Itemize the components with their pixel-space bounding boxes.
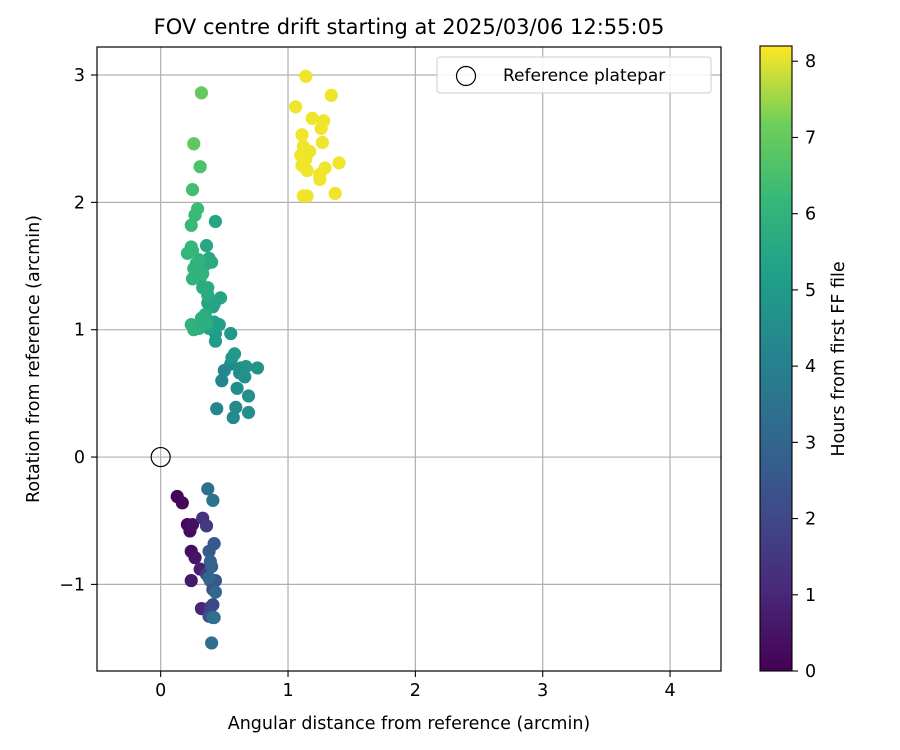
data-point — [187, 261, 201, 276]
y-tick-label: 1 — [74, 321, 85, 341]
data-point — [201, 482, 215, 496]
data-point — [199, 519, 214, 533]
data-point — [185, 183, 200, 197]
data-point — [210, 402, 224, 416]
data-point — [185, 517, 200, 532]
colorbar-label: Hours from first FF file — [829, 261, 849, 456]
colorbar-tick-label: 5 — [805, 281, 816, 301]
data-point — [238, 370, 252, 384]
data-point — [187, 323, 201, 337]
y-tick-label: −1 — [59, 575, 85, 595]
data-point — [314, 121, 328, 136]
data-point — [241, 405, 256, 420]
data-point — [206, 598, 220, 612]
data-point — [208, 214, 223, 229]
data-point — [193, 160, 207, 174]
data-point — [315, 135, 330, 150]
data-point — [305, 111, 319, 125]
data-point — [332, 156, 346, 170]
data-point — [199, 239, 214, 253]
data-point — [205, 559, 219, 574]
data-point — [187, 137, 201, 151]
data-point — [230, 381, 244, 395]
data-point — [229, 400, 243, 414]
x-tick-label: 3 — [537, 681, 548, 701]
x-axis-label: Angular distance from reference (arcmin) — [228, 714, 591, 734]
data-point — [191, 202, 205, 216]
data-point — [250, 361, 265, 375]
colorbar-tick-label: 4 — [805, 357, 816, 377]
data-point — [328, 186, 342, 201]
data-point — [205, 255, 219, 269]
data-point — [185, 272, 200, 286]
legend-marker — [455, 65, 477, 87]
reference-platepar-marker — [150, 446, 171, 468]
legend-box — [436, 56, 712, 94]
colorbar-tick-label: 3 — [805, 433, 816, 453]
data-point — [205, 636, 219, 650]
y-tick-label: 2 — [74, 193, 85, 213]
legend-label: Reference platepar — [503, 66, 665, 86]
data-point — [194, 86, 209, 100]
colorbar-tick-label: 8 — [805, 52, 816, 72]
colorbar: 0 1 2 3 4 5 6 7 8 Hours from first FF file — [759, 45, 849, 682]
data-point — [188, 551, 202, 565]
data-point — [184, 573, 198, 588]
x-tick-label: 2 — [410, 681, 421, 701]
y-axis-label: Rotation from reference (arcmin) — [24, 215, 44, 503]
data-point — [299, 69, 313, 83]
data-point — [184, 218, 198, 232]
ticks-layer: 0 1 2 3 4 −1 0 1 2 3 — [59, 66, 675, 701]
plot-frame — [96, 46, 722, 672]
colorbar-gradient — [759, 45, 793, 672]
data-point — [202, 571, 216, 585]
data-point — [289, 100, 303, 114]
data-point — [227, 347, 242, 361]
data-point — [175, 496, 189, 510]
data-point — [184, 240, 198, 254]
data-point — [224, 326, 238, 341]
data-point — [226, 410, 240, 425]
y-tick-label: 3 — [74, 66, 85, 86]
colorbar-tick-label: 7 — [805, 128, 816, 148]
colorbar-tick-label: 0 — [805, 662, 816, 682]
colorbar-tick-label: 2 — [805, 510, 816, 530]
x-tick-label: 1 — [282, 681, 293, 701]
data-point — [295, 128, 309, 142]
data-point — [208, 585, 223, 599]
y-tick-label: 0 — [74, 448, 85, 468]
data-point — [206, 493, 220, 507]
colorbar-tick-label: 6 — [805, 205, 816, 225]
chart-title: FOV centre drift starting at 2025/03/06 … — [154, 15, 665, 39]
x-tick-label: 4 — [664, 681, 675, 701]
colorbar-tick-label: 1 — [805, 586, 816, 606]
data-point — [202, 544, 216, 558]
data-point — [241, 389, 256, 403]
x-tick-label: 0 — [155, 681, 166, 701]
data-point — [215, 374, 229, 388]
data-point — [213, 291, 228, 305]
data-point — [313, 172, 327, 187]
data-point — [324, 88, 338, 102]
points-layer — [150, 69, 346, 650]
data-point — [207, 610, 221, 625]
data-point — [300, 189, 314, 203]
legend: Reference platepar — [436, 56, 712, 94]
colorbar-ticks: 0 1 2 3 4 5 6 7 8 — [792, 52, 816, 682]
data-point — [300, 163, 314, 178]
data-point — [239, 360, 253, 374]
